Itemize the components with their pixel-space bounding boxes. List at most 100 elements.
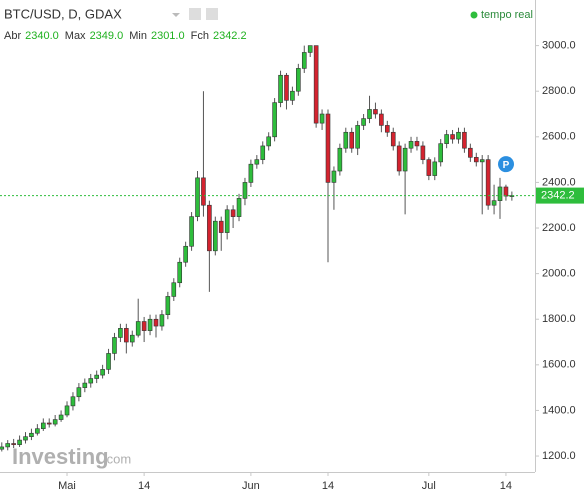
candle-body bbox=[491, 200, 497, 206]
candle-body bbox=[5, 443, 11, 448]
candle-body bbox=[390, 131, 396, 147]
y-tick-label: 2400.0 bbox=[542, 176, 576, 188]
chart-title: BTC/USD, D, GDAX bbox=[4, 6, 122, 21]
candle-body bbox=[473, 157, 479, 163]
candle-body bbox=[385, 125, 390, 133]
candle-body bbox=[147, 318, 153, 331]
y-tick-label: 1200.0 bbox=[542, 450, 576, 462]
candle-body bbox=[88, 378, 94, 384]
candle-body bbox=[100, 369, 105, 376]
candle-body bbox=[296, 68, 301, 92]
candle-body bbox=[325, 113, 331, 183]
candle-body bbox=[248, 163, 254, 183]
candle-body bbox=[361, 118, 366, 126]
candle-body bbox=[301, 52, 307, 69]
ohlc-value: 2342.2 bbox=[213, 30, 247, 42]
settings-button[interactable] bbox=[189, 8, 201, 20]
candle-body bbox=[284, 74, 289, 101]
candle-body bbox=[171, 282, 177, 297]
x-tick-label: 14 bbox=[500, 480, 512, 492]
candle-body bbox=[278, 74, 283, 103]
badge bbox=[498, 156, 515, 173]
candle-body bbox=[331, 170, 337, 183]
candle-body bbox=[355, 125, 360, 149]
candle-body bbox=[290, 90, 295, 101]
last-price-label: 2342.2 bbox=[541, 190, 575, 202]
candle-body bbox=[420, 145, 426, 160]
ohlc-label: Max bbox=[65, 30, 86, 42]
brand-suffix: .com bbox=[103, 451, 131, 466]
candle-body bbox=[40, 422, 46, 429]
candle-body bbox=[307, 45, 313, 53]
y-tick-label: 1800.0 bbox=[542, 313, 576, 325]
candle-body bbox=[177, 261, 183, 284]
candle-body bbox=[319, 113, 325, 124]
candle-body bbox=[254, 159, 260, 165]
candle-body bbox=[456, 131, 461, 140]
candle-body bbox=[468, 147, 473, 158]
y-tick-label: 2200.0 bbox=[542, 222, 576, 234]
candle-body bbox=[485, 159, 491, 206]
candle-body bbox=[426, 159, 432, 176]
candle-body bbox=[195, 177, 200, 217]
ohlc-label: Min bbox=[129, 30, 147, 42]
candle-body bbox=[118, 328, 123, 338]
candle-body bbox=[64, 405, 70, 416]
candle-body bbox=[224, 209, 230, 233]
candle-body bbox=[58, 414, 64, 420]
y-tick-label: 2800.0 bbox=[542, 85, 576, 97]
x-tick-label: 14 bbox=[138, 480, 150, 492]
ohlc-label: Abr bbox=[4, 30, 21, 42]
candle-body bbox=[112, 337, 117, 354]
brand: Investing bbox=[12, 444, 109, 469]
candle-body bbox=[462, 131, 467, 149]
x-tick-label: Mai bbox=[58, 480, 76, 492]
candle-body bbox=[201, 177, 206, 206]
candle-body bbox=[272, 102, 277, 138]
candle-body bbox=[129, 334, 135, 343]
candle-body bbox=[432, 161, 438, 176]
ohlc-value: 2340.0 bbox=[25, 30, 59, 42]
candle-body bbox=[230, 209, 236, 217]
candle-body bbox=[497, 186, 503, 201]
candle-body bbox=[503, 186, 509, 197]
candle-body bbox=[450, 134, 455, 140]
candle-body bbox=[23, 436, 28, 441]
badge-label: P bbox=[503, 160, 510, 171]
candle-body bbox=[82, 382, 88, 388]
candle-body bbox=[379, 113, 384, 126]
candle-body bbox=[11, 443, 16, 445]
candle-body bbox=[479, 159, 485, 163]
candle-body bbox=[46, 422, 52, 425]
candle-body bbox=[52, 419, 58, 425]
candle-body bbox=[213, 220, 218, 252]
candle-body bbox=[236, 198, 242, 217]
ohlc-value: 2301.0 bbox=[151, 30, 185, 42]
last-price-box bbox=[536, 187, 584, 204]
candle-body bbox=[76, 387, 82, 398]
candle-body bbox=[444, 134, 449, 144]
candle-body bbox=[396, 145, 402, 172]
candle-body bbox=[29, 432, 34, 437]
x-tick-label: 14 bbox=[322, 480, 334, 492]
candle-body bbox=[218, 220, 224, 233]
candle-body bbox=[153, 318, 159, 327]
candle-body bbox=[373, 109, 378, 115]
dropdown-icon[interactable] bbox=[172, 13, 180, 17]
x-tick-label: Jul bbox=[422, 480, 436, 492]
close-button[interactable] bbox=[206, 8, 218, 20]
candle-body bbox=[165, 296, 171, 315]
candle-body bbox=[17, 439, 22, 445]
y-tick-label: 2600.0 bbox=[542, 131, 576, 143]
candle-body bbox=[438, 143, 443, 163]
y-tick-label: 1400.0 bbox=[542, 404, 576, 416]
candle-body bbox=[106, 353, 111, 370]
status: tempo real bbox=[481, 9, 533, 21]
candle-body bbox=[70, 396, 76, 407]
y-tick-label: 1600.0 bbox=[542, 359, 576, 371]
candle-body bbox=[349, 131, 355, 149]
candle-body bbox=[242, 182, 248, 199]
candle-body bbox=[124, 328, 129, 343]
